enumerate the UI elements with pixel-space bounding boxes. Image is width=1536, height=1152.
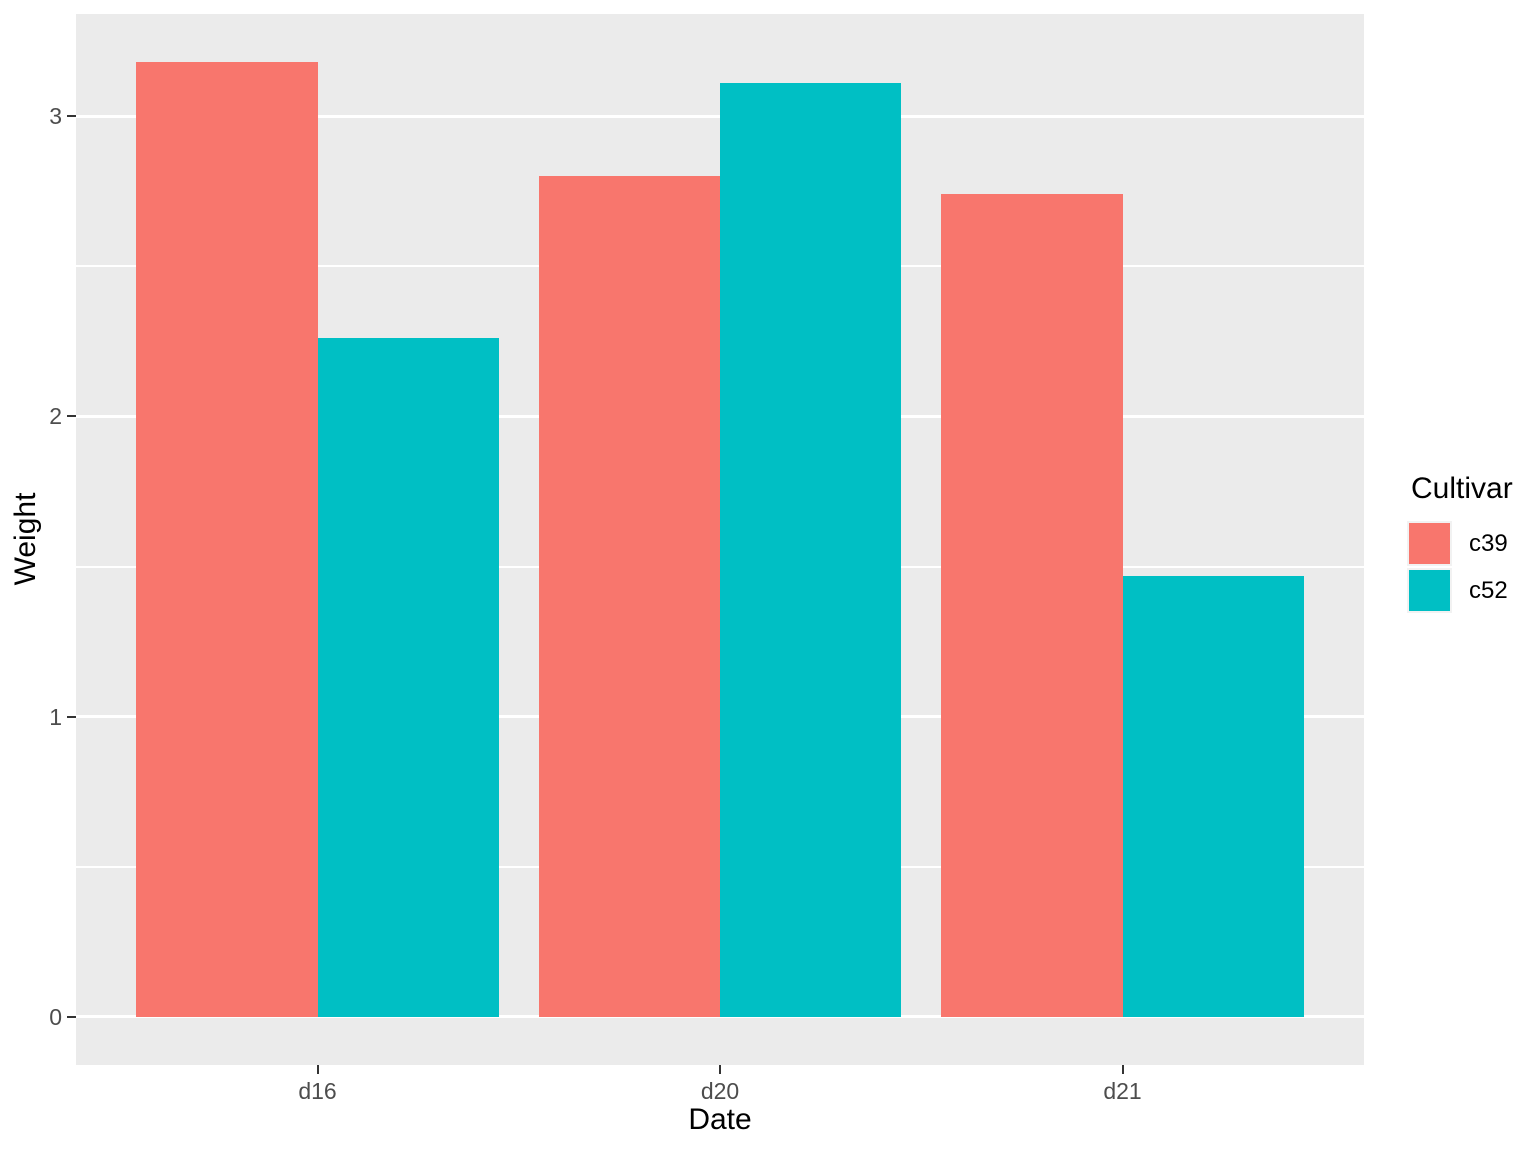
y-tick-mark [67,715,76,718]
plot-panel [76,14,1364,1065]
bar-d21-c39 [941,194,1123,1017]
legend-swatch-c39 [1409,523,1450,564]
y-tick-label: 1 [49,703,62,730]
legend-title: Cultivar [1411,472,1513,505]
y-tick-label: 0 [49,1003,62,1030]
legend-entries: c39 c52 [1407,521,1513,613]
x-tick-mark [1121,1065,1124,1074]
x-tick-label-d16: d16 [298,1078,337,1104]
legend: Cultivar c39 c52 [1407,474,1513,615]
y-axis-title: Weight [9,492,42,586]
bar-d21-c52 [1122,575,1304,1017]
bar-d20-c39 [538,176,720,1017]
y-tick-label: 3 [49,103,62,130]
bar-d16-c39 [136,62,318,1017]
x-tick-mark [316,1065,319,1074]
x-axis-title: Date [688,1103,752,1136]
legend-entry-c52: c52 [1407,568,1513,613]
bar-d16-c52 [317,338,499,1017]
legend-swatch-c52 [1409,570,1450,611]
legend-label-c52: c52 [1469,576,1508,604]
y-tick-mark [67,415,76,418]
x-tick-label-d21: d21 [1103,1078,1142,1104]
y-tick-mark [67,1015,76,1018]
y-tick-label: 2 [49,403,62,430]
x-tick-label-d20: d20 [700,1078,740,1104]
legend-label-c39: c39 [1469,529,1508,557]
x-tick-mark [719,1065,721,1074]
legend-entry-c39: c39 [1407,521,1513,566]
bar-d20-c52 [720,83,902,1017]
y-tick-mark [67,115,76,118]
y-major-gridline [76,1015,1364,1019]
